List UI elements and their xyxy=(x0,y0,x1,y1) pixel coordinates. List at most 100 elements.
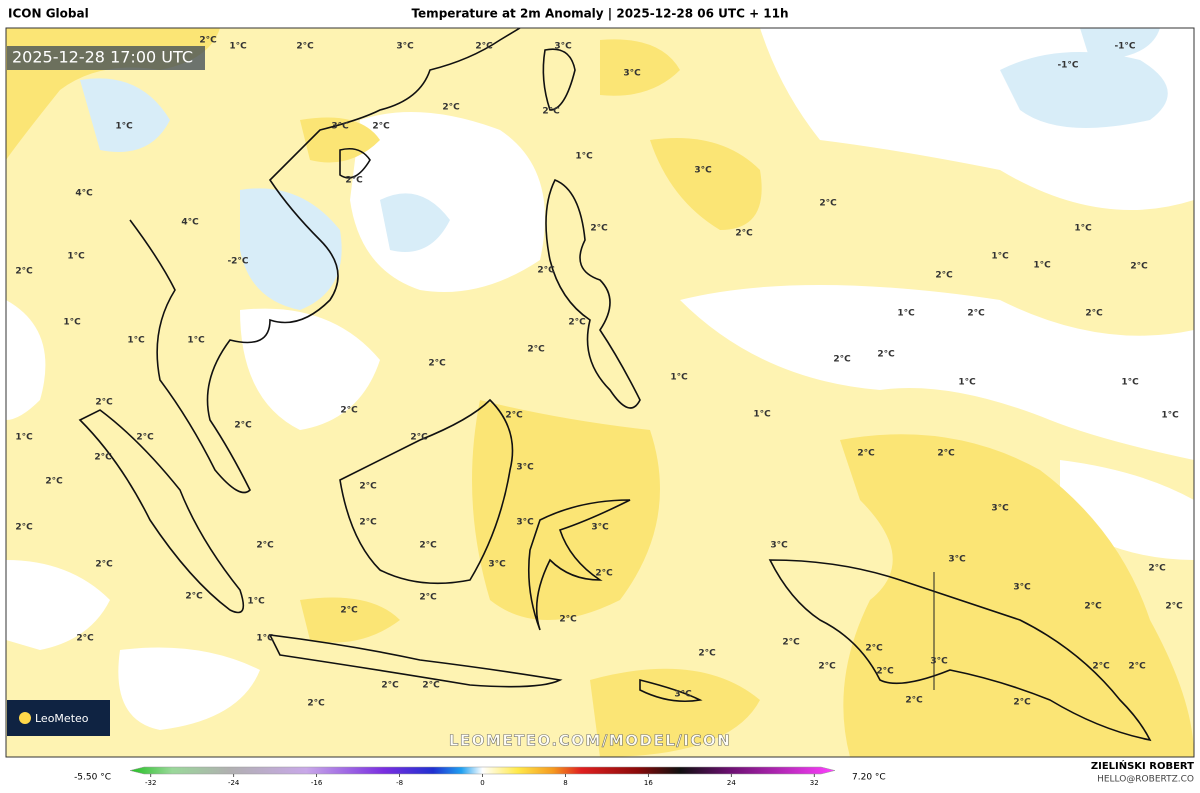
contour-label: 2°C xyxy=(428,359,446,369)
contour-label: 2°C xyxy=(45,477,63,487)
contour-label: 3°C xyxy=(554,42,572,52)
contour-label: 2°C xyxy=(876,667,894,677)
colorbar-tick-label: -32 xyxy=(145,779,156,787)
contour-label: 2°C xyxy=(95,398,113,408)
contour-label: 2°C xyxy=(865,644,883,654)
contour-label: 1°C xyxy=(127,336,145,346)
contour-label: 2°C xyxy=(95,560,113,570)
contour-label: 1°C xyxy=(1033,261,1051,271)
contour-label: 2°C xyxy=(967,309,985,319)
contour-label: 2°C xyxy=(419,593,437,603)
contour-label: -2°C xyxy=(227,257,248,267)
map-title: Temperature at 2m Anomaly | 2025-12-28 0… xyxy=(411,7,788,21)
contour-label: 2°C xyxy=(905,696,923,706)
contour-label: 2°C xyxy=(505,411,523,421)
colorbar: -32 -24 -16 -8 0 8 16 24 32 xyxy=(129,766,836,787)
contour-label: 3°C xyxy=(694,166,712,176)
contour-label: 2°C xyxy=(935,271,953,281)
contour-label: 1°C xyxy=(897,309,915,319)
credit-email: HELLO@ROBERTZ.CO xyxy=(1097,775,1194,785)
contour-label: 1°C xyxy=(67,252,85,262)
contour-label: 2°C xyxy=(340,406,358,416)
contour-label: 2°C xyxy=(419,541,437,551)
colorbar-max: 7.20 °C xyxy=(852,773,886,783)
colorbar-tick-label: 8 xyxy=(563,779,567,787)
contour-label: 3°C xyxy=(591,523,609,533)
contour-label: 3°C xyxy=(488,560,506,570)
colorbar-tick-label: -16 xyxy=(311,779,323,787)
contour-label: 2°C xyxy=(359,518,377,528)
contour-label: 2°C xyxy=(442,103,460,113)
contour-label: 2°C xyxy=(307,699,325,709)
contour-label: 1°C xyxy=(63,318,81,328)
model-name: ICON Global xyxy=(8,7,89,21)
colorbar-tick-label: 32 xyxy=(810,779,819,787)
contour-label: 1°C xyxy=(753,410,771,420)
contour-label: 2°C xyxy=(542,107,560,117)
logo-text: LeoMeteo xyxy=(35,712,89,725)
colorbar-tick-label: 0 xyxy=(480,779,484,787)
colorbar-tick-label: 16 xyxy=(644,779,653,787)
contour-label: 4°C xyxy=(75,189,93,199)
contour-label: 1°C xyxy=(1121,378,1139,388)
contour-label: 3°C xyxy=(770,541,788,551)
colorbar-min: -5.50 °C xyxy=(74,773,111,783)
contour-label: 3°C xyxy=(623,69,641,79)
colorbar-tick-label: -8 xyxy=(396,779,403,787)
contour-label: 2°C xyxy=(381,681,399,691)
contour-label: 2°C xyxy=(1085,309,1103,319)
map-frame xyxy=(5,27,1195,758)
contour-label: 2°C xyxy=(1165,602,1183,612)
contour-label: 2°C xyxy=(1092,662,1110,672)
contour-label: 1°C xyxy=(187,336,205,346)
contour-label: 2°C xyxy=(422,681,440,691)
contour-label: 2°C xyxy=(595,569,613,579)
timestamp: 2025-12-28 17:00 UTC xyxy=(12,48,193,67)
contour-label: 2°C xyxy=(345,176,363,186)
contour-label: 2°C xyxy=(76,634,94,644)
contour-label: 2°C xyxy=(234,421,252,431)
contour-label: 2°C xyxy=(15,523,33,533)
contour-label: 2°C xyxy=(782,638,800,648)
contour-labels: 1°C 2°C 3°C 2°C 3°C 3°C 1°C 2°C 3°C 2°C 2°C 2°C 1°C 3… xyxy=(15,36,1183,709)
contour-label: 2°C xyxy=(877,350,895,360)
colorbar-ramp xyxy=(129,766,836,775)
contour-label: 2°C xyxy=(1013,698,1031,708)
map-area: 1°C 2°C 3°C 2°C 3°C 3°C 1°C 2°C 3°C 2°C 2°C 2°C 1°C 3… xyxy=(6,28,1194,757)
contour-label: 1°C xyxy=(247,597,265,607)
contour-label: 2°C xyxy=(698,649,716,659)
contour-label: 2°C xyxy=(1148,564,1166,574)
contour-label: 2°C xyxy=(1084,602,1102,612)
contour-label: 2°C xyxy=(475,42,493,52)
contour-label: 2°C xyxy=(15,267,33,277)
contour-label: 3°C xyxy=(396,42,414,52)
negative-anomaly-areas xyxy=(80,28,1168,310)
contour-label: 2°C xyxy=(296,42,314,52)
contour-label: 2°C xyxy=(340,606,358,616)
timestamp-box xyxy=(7,46,205,70)
contour-label: -1°C xyxy=(1057,61,1078,71)
contour-label: 2°C xyxy=(818,662,836,672)
contour-label: 2°C xyxy=(819,199,837,209)
contour-label: 2°C xyxy=(559,615,577,625)
contour-label: 2°C xyxy=(372,122,390,132)
contour-label: 1°C xyxy=(575,152,593,162)
contour-label: 3°C xyxy=(331,122,349,132)
contour-label: 3°C xyxy=(674,690,692,700)
contour-label: 1°C xyxy=(991,252,1009,262)
contour-label: 2°C xyxy=(256,541,274,551)
contour-label: 4°C xyxy=(181,218,199,228)
contour-label: 1°C xyxy=(958,378,976,388)
contour-label: 2°C xyxy=(1130,262,1148,272)
contour-label: 1°C xyxy=(1161,411,1179,421)
contour-label: 3°C xyxy=(930,657,948,667)
contour-label: 2°C xyxy=(590,224,608,234)
contour-label: 3°C xyxy=(516,463,534,473)
contour-label: 1°C xyxy=(256,634,274,644)
colorbar-tick-label: 24 xyxy=(727,779,736,787)
contour-label: 2°C xyxy=(937,449,955,459)
credit-name: ZIELIŃSKI ROBERT xyxy=(1091,759,1194,772)
contour-label: 2°C xyxy=(1128,662,1146,672)
contour-label: 2°C xyxy=(185,592,203,602)
